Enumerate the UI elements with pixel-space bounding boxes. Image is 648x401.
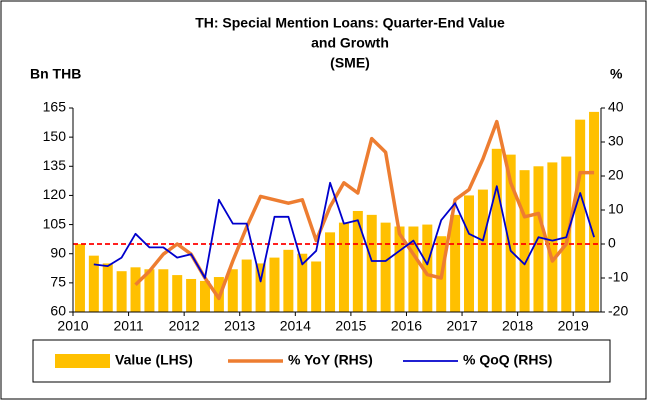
bar [394,226,405,312]
x-tick-label: 2013 [224,318,255,334]
y2-tick-label: 0 [608,235,616,251]
bar [450,214,461,312]
y-tick-label: 105 [43,215,67,231]
bar [186,278,197,312]
legend-swatch [55,354,110,368]
x-tick-label: 2019 [558,318,589,334]
y2-tick-label: -10 [608,269,628,285]
bar [408,226,419,312]
y-tick-label: 165 [43,99,67,115]
chart-title: TH: Special Mention Loans: Quarter-End V… [195,15,505,31]
bar [158,269,169,312]
bar [130,267,141,312]
bar [338,222,349,312]
x-tick-label: 2014 [280,318,311,334]
y-tick-label: 60 [50,303,66,319]
bar [241,259,252,312]
bar [144,269,155,312]
bar [102,263,113,312]
y-tick-label: 135 [43,157,67,173]
bar [116,271,127,312]
legend-label: % QoQ (RHS) [463,352,552,368]
bar [589,111,600,312]
line-series [134,119,595,301]
bar [505,154,516,312]
x-tick-label: 2011 [114,318,144,334]
bar [311,261,322,312]
y-tick-label: 120 [43,186,67,202]
bar [491,148,502,312]
y2-tick-label: 20 [608,167,624,183]
bar [422,224,433,312]
x-tick-label: 2016 [391,318,422,334]
x-tick-label: 2017 [446,318,477,334]
bar [463,195,475,312]
bar [297,253,308,312]
x-tick-label: 2012 [169,318,200,334]
bar [575,119,586,313]
x-tick-label: 2015 [335,318,366,334]
bar [172,275,183,312]
y-axis-label: Bn THB [30,66,81,82]
y-tick-label: 75 [50,274,66,290]
legend-label: Value (LHS) [115,352,193,368]
legend-box [32,339,611,383]
bar [199,280,211,312]
legend-label: % YoY (RHS) [288,352,373,368]
y2-tick-label: 40 [608,99,624,115]
bar [325,232,336,312]
y-tick-label: 90 [50,244,66,260]
bar [519,170,530,312]
bar [74,244,85,312]
x-tick-label: 2010 [57,318,88,334]
bar [269,257,280,312]
chart-title: and Growth [311,35,389,51]
bar [255,263,266,312]
bar [366,214,377,312]
bar [283,249,294,312]
y2-tick-label: 10 [608,201,624,217]
y-tick-label: 150 [43,128,67,144]
chart-title: (SME) [330,55,370,71]
x-tick-label: 2018 [502,318,533,334]
y2-axis-label: % [610,66,623,82]
bar [547,162,558,312]
bar [88,255,99,312]
bar [380,222,391,312]
bar [352,210,363,312]
bar [561,156,572,312]
bar [477,189,488,312]
y2-tick-label: 30 [608,133,624,149]
y2-tick-label: -20 [608,303,628,319]
bar [227,269,238,312]
line-series [93,181,595,283]
